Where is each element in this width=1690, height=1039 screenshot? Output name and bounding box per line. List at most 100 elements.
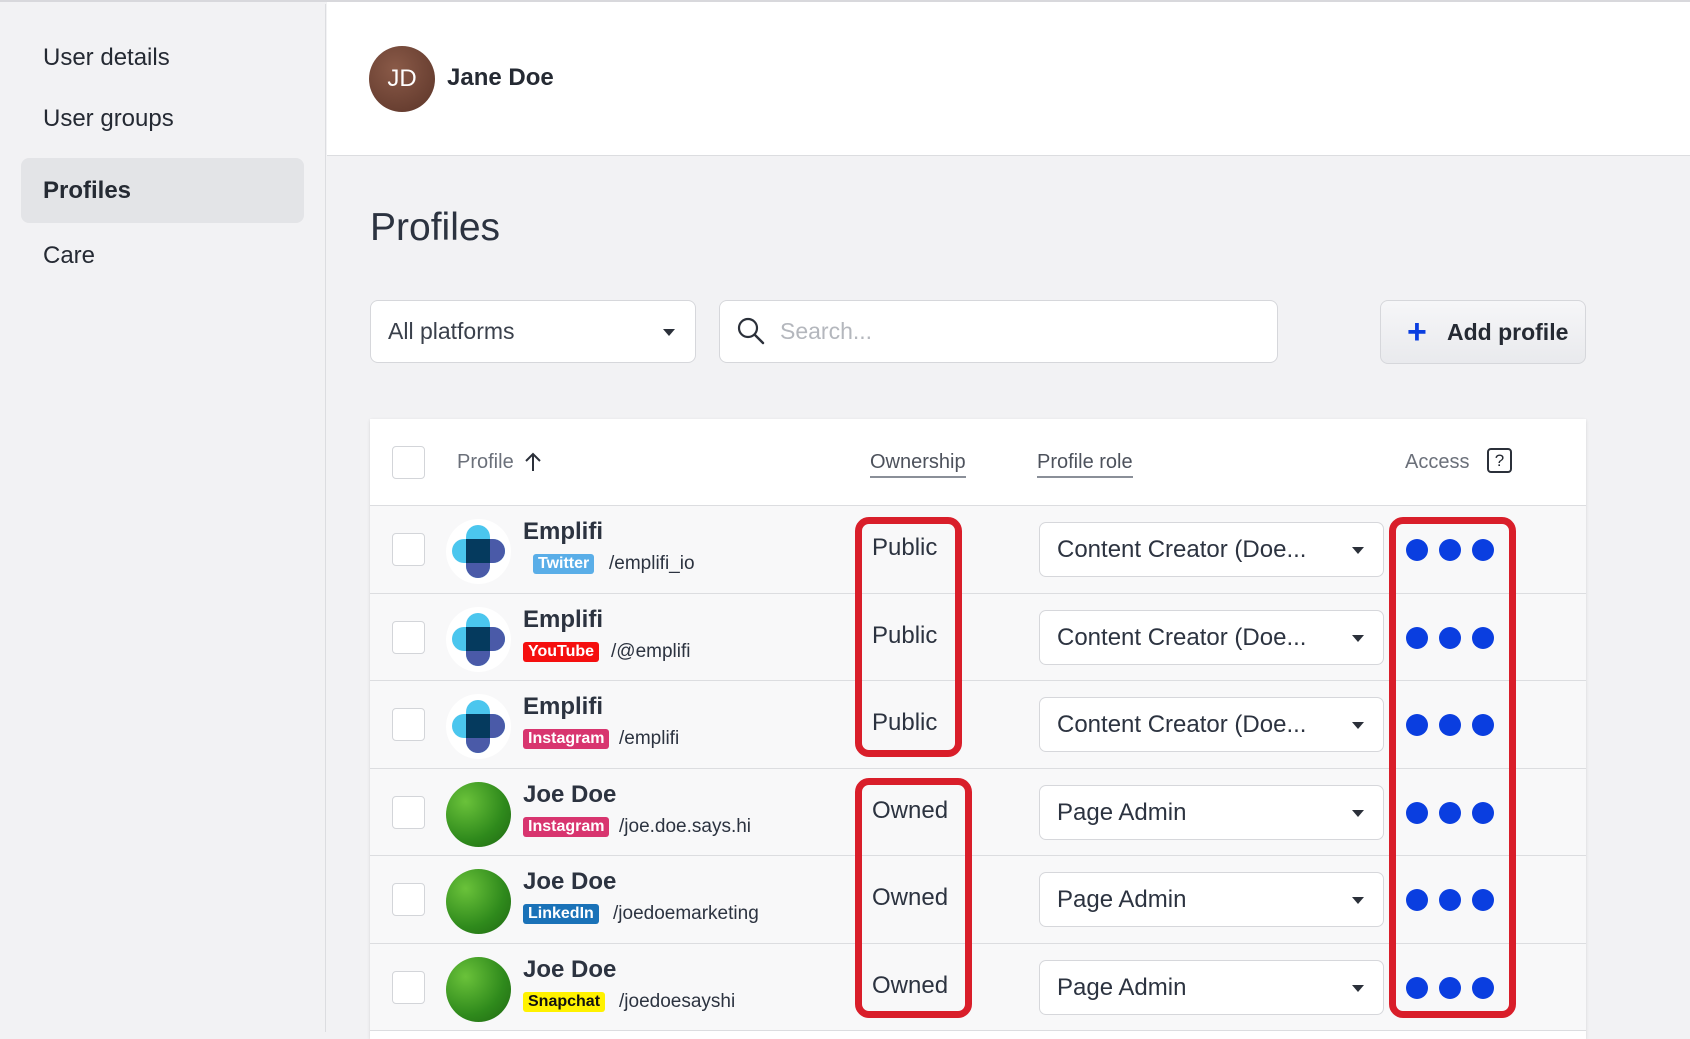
- profile-role-select[interactable]: Content Creator (Doe...: [1039, 697, 1384, 752]
- profile-role-select[interactable]: Content Creator (Doe...: [1039, 609, 1384, 665]
- ownership-value: Public: [872, 534, 938, 561]
- ownership-value: Public: [872, 621, 938, 649]
- profile-role-value: Content Creator (Doe...: [1057, 536, 1307, 563]
- search-input[interactable]: [780, 301, 1260, 362]
- access-dot-icon: [1406, 889, 1428, 911]
- row-checkbox[interactable]: [392, 970, 425, 1004]
- avatar: JD: [369, 46, 435, 112]
- row-checkbox[interactable]: [392, 795, 425, 829]
- user-name: Jane Doe: [447, 64, 554, 91]
- access-dot-icon: [1472, 801, 1494, 824]
- sidebar-item-care[interactable]: Care: [43, 242, 96, 269]
- sidebar-item-user-details[interactable]: User details: [43, 44, 170, 71]
- profile-handle: /emplifi_io: [609, 553, 695, 574]
- column-profile-role[interactable]: Profile role: [1037, 451, 1133, 478]
- table-row[interactable]: Emplifi Twitter /emplifi_io Public Conte…: [370, 506, 1586, 594]
- row-checkbox[interactable]: [392, 533, 425, 566]
- profile-avatar: [446, 606, 511, 672]
- profile-role-select[interactable]: Page Admin: [1039, 784, 1384, 840]
- platform-dropdown[interactable]: All platforms: [370, 300, 696, 363]
- chevron-down-icon: [1352, 547, 1364, 554]
- access-dot-icon: [1406, 976, 1428, 999]
- access-dot-icon: [1472, 539, 1494, 561]
- ownership-value: Public: [872, 709, 938, 736]
- table-row[interactable]: Emplifi Instagram /emplifi Public Conten…: [370, 681, 1586, 769]
- profile-name: Emplifi: [523, 693, 604, 720]
- ownership-value: Owned: [872, 796, 949, 824]
- column-profile[interactable]: Profile: [457, 451, 514, 473]
- platform-badge: Twitter: [533, 554, 595, 574]
- access-dot-icon: [1472, 889, 1494, 911]
- chevron-down-icon: [1352, 809, 1364, 817]
- access-dot-icon: [1439, 976, 1461, 999]
- ownership-value: Owned: [872, 884, 949, 911]
- table-row[interactable]: Joe Doe Instagram /joe.doe.says.hi Owned…: [370, 768, 1586, 856]
- profile-avatar: [446, 781, 511, 847]
- profile-handle: /@emplifi: [611, 640, 691, 662]
- profile-role-value: Page Admin: [1057, 886, 1187, 913]
- profile-role-value: Content Creator (Doe...: [1057, 623, 1307, 651]
- emplifi-logo-icon: [452, 525, 505, 578]
- add-profile-button[interactable]: + Add profile: [1380, 300, 1586, 364]
- access-dot-icon: [1472, 714, 1494, 736]
- profile-handle: /joedoemarketing: [613, 903, 759, 924]
- profile-role-select[interactable]: Page Admin: [1039, 872, 1384, 927]
- profile-avatar: [446, 956, 511, 1022]
- profile-role-value: Page Admin: [1057, 798, 1187, 826]
- profile-name: Emplifi: [523, 518, 604, 545]
- chevron-down-icon: [1352, 722, 1364, 729]
- add-profile-label: Add profile: [1447, 319, 1569, 345]
- row-checkbox[interactable]: [392, 620, 425, 654]
- emplifi-logo-icon: [452, 612, 505, 666]
- help-icon[interactable]: ?: [1487, 448, 1512, 473]
- search-icon: [737, 317, 765, 345]
- profiles-table: Profile Ownership Profile role Access ? …: [370, 419, 1586, 1039]
- profile-avatar: [446, 694, 511, 759]
- access-dot-icon: [1406, 539, 1428, 561]
- column-ownership[interactable]: Ownership: [870, 451, 966, 478]
- row-checkbox[interactable]: [392, 883, 425, 916]
- sidebar: User details User groups Profiles Care: [0, 4, 326, 1032]
- access-dot-icon: [1406, 801, 1428, 824]
- ownership-value: Owned: [872, 971, 949, 999]
- profile-name: Joe Doe: [523, 955, 617, 983]
- profile-name: Joe Doe: [523, 868, 617, 895]
- platform-badge: Snapchat: [523, 991, 606, 1012]
- emplifi-logo-icon: [452, 700, 505, 753]
- profile-name: Emplifi: [523, 605, 604, 633]
- profile-role-select[interactable]: Page Admin: [1039, 959, 1384, 1015]
- plus-icon: +: [1407, 313, 1427, 351]
- access-dot-icon: [1439, 539, 1461, 561]
- profile-role-select[interactable]: Content Creator (Doe...: [1039, 522, 1384, 577]
- access-dot-icon: [1439, 626, 1461, 649]
- table-header: Profile Ownership Profile role Access ?: [370, 419, 1586, 506]
- chevron-down-icon: [1352, 897, 1364, 904]
- sidebar-item-user-groups[interactable]: User groups: [43, 105, 174, 132]
- table-row[interactable]: Joe Doe LinkedIn /joedoemarketing Owned …: [370, 856, 1586, 944]
- access-dot-icon: [1472, 626, 1494, 649]
- profile-avatar: [446, 869, 511, 934]
- sidebar-item-profiles[interactable]: Profiles: [21, 158, 304, 223]
- platform-badge: LinkedIn: [523, 904, 599, 924]
- table-row[interactable]: Joe Doe Snapchat /joedoesayshi Owned Pag…: [370, 943, 1586, 1031]
- platform-badge: Instagram: [523, 816, 610, 837]
- access-dot-icon: [1439, 889, 1461, 911]
- user-header: JD Jane Doe: [327, 2, 1690, 156]
- access-dot-icon: [1439, 714, 1461, 736]
- access-dot-icon: [1406, 626, 1428, 649]
- access-dot-icon: [1439, 801, 1461, 824]
- platform-badge: Instagram: [523, 729, 610, 749]
- chevron-down-icon: [1352, 634, 1364, 642]
- platform-value: All platforms: [388, 318, 515, 344]
- profile-handle: /emplifi: [619, 728, 680, 749]
- select-all-checkbox[interactable]: [392, 446, 425, 479]
- chevron-down-icon: [663, 329, 675, 336]
- table-row[interactable]: Emplifi YouTube /@emplifi Public Content…: [370, 593, 1586, 681]
- row-checkbox[interactable]: [392, 708, 425, 741]
- profile-handle: /joe.doe.says.hi: [619, 815, 752, 837]
- sort-ascending-icon[interactable]: [524, 451, 542, 473]
- profile-handle: /joedoesayshi: [619, 990, 736, 1012]
- profile-role-value: Content Creator (Doe...: [1057, 711, 1307, 738]
- search-box[interactable]: [719, 300, 1278, 363]
- platform-badge: YouTube: [523, 641, 600, 662]
